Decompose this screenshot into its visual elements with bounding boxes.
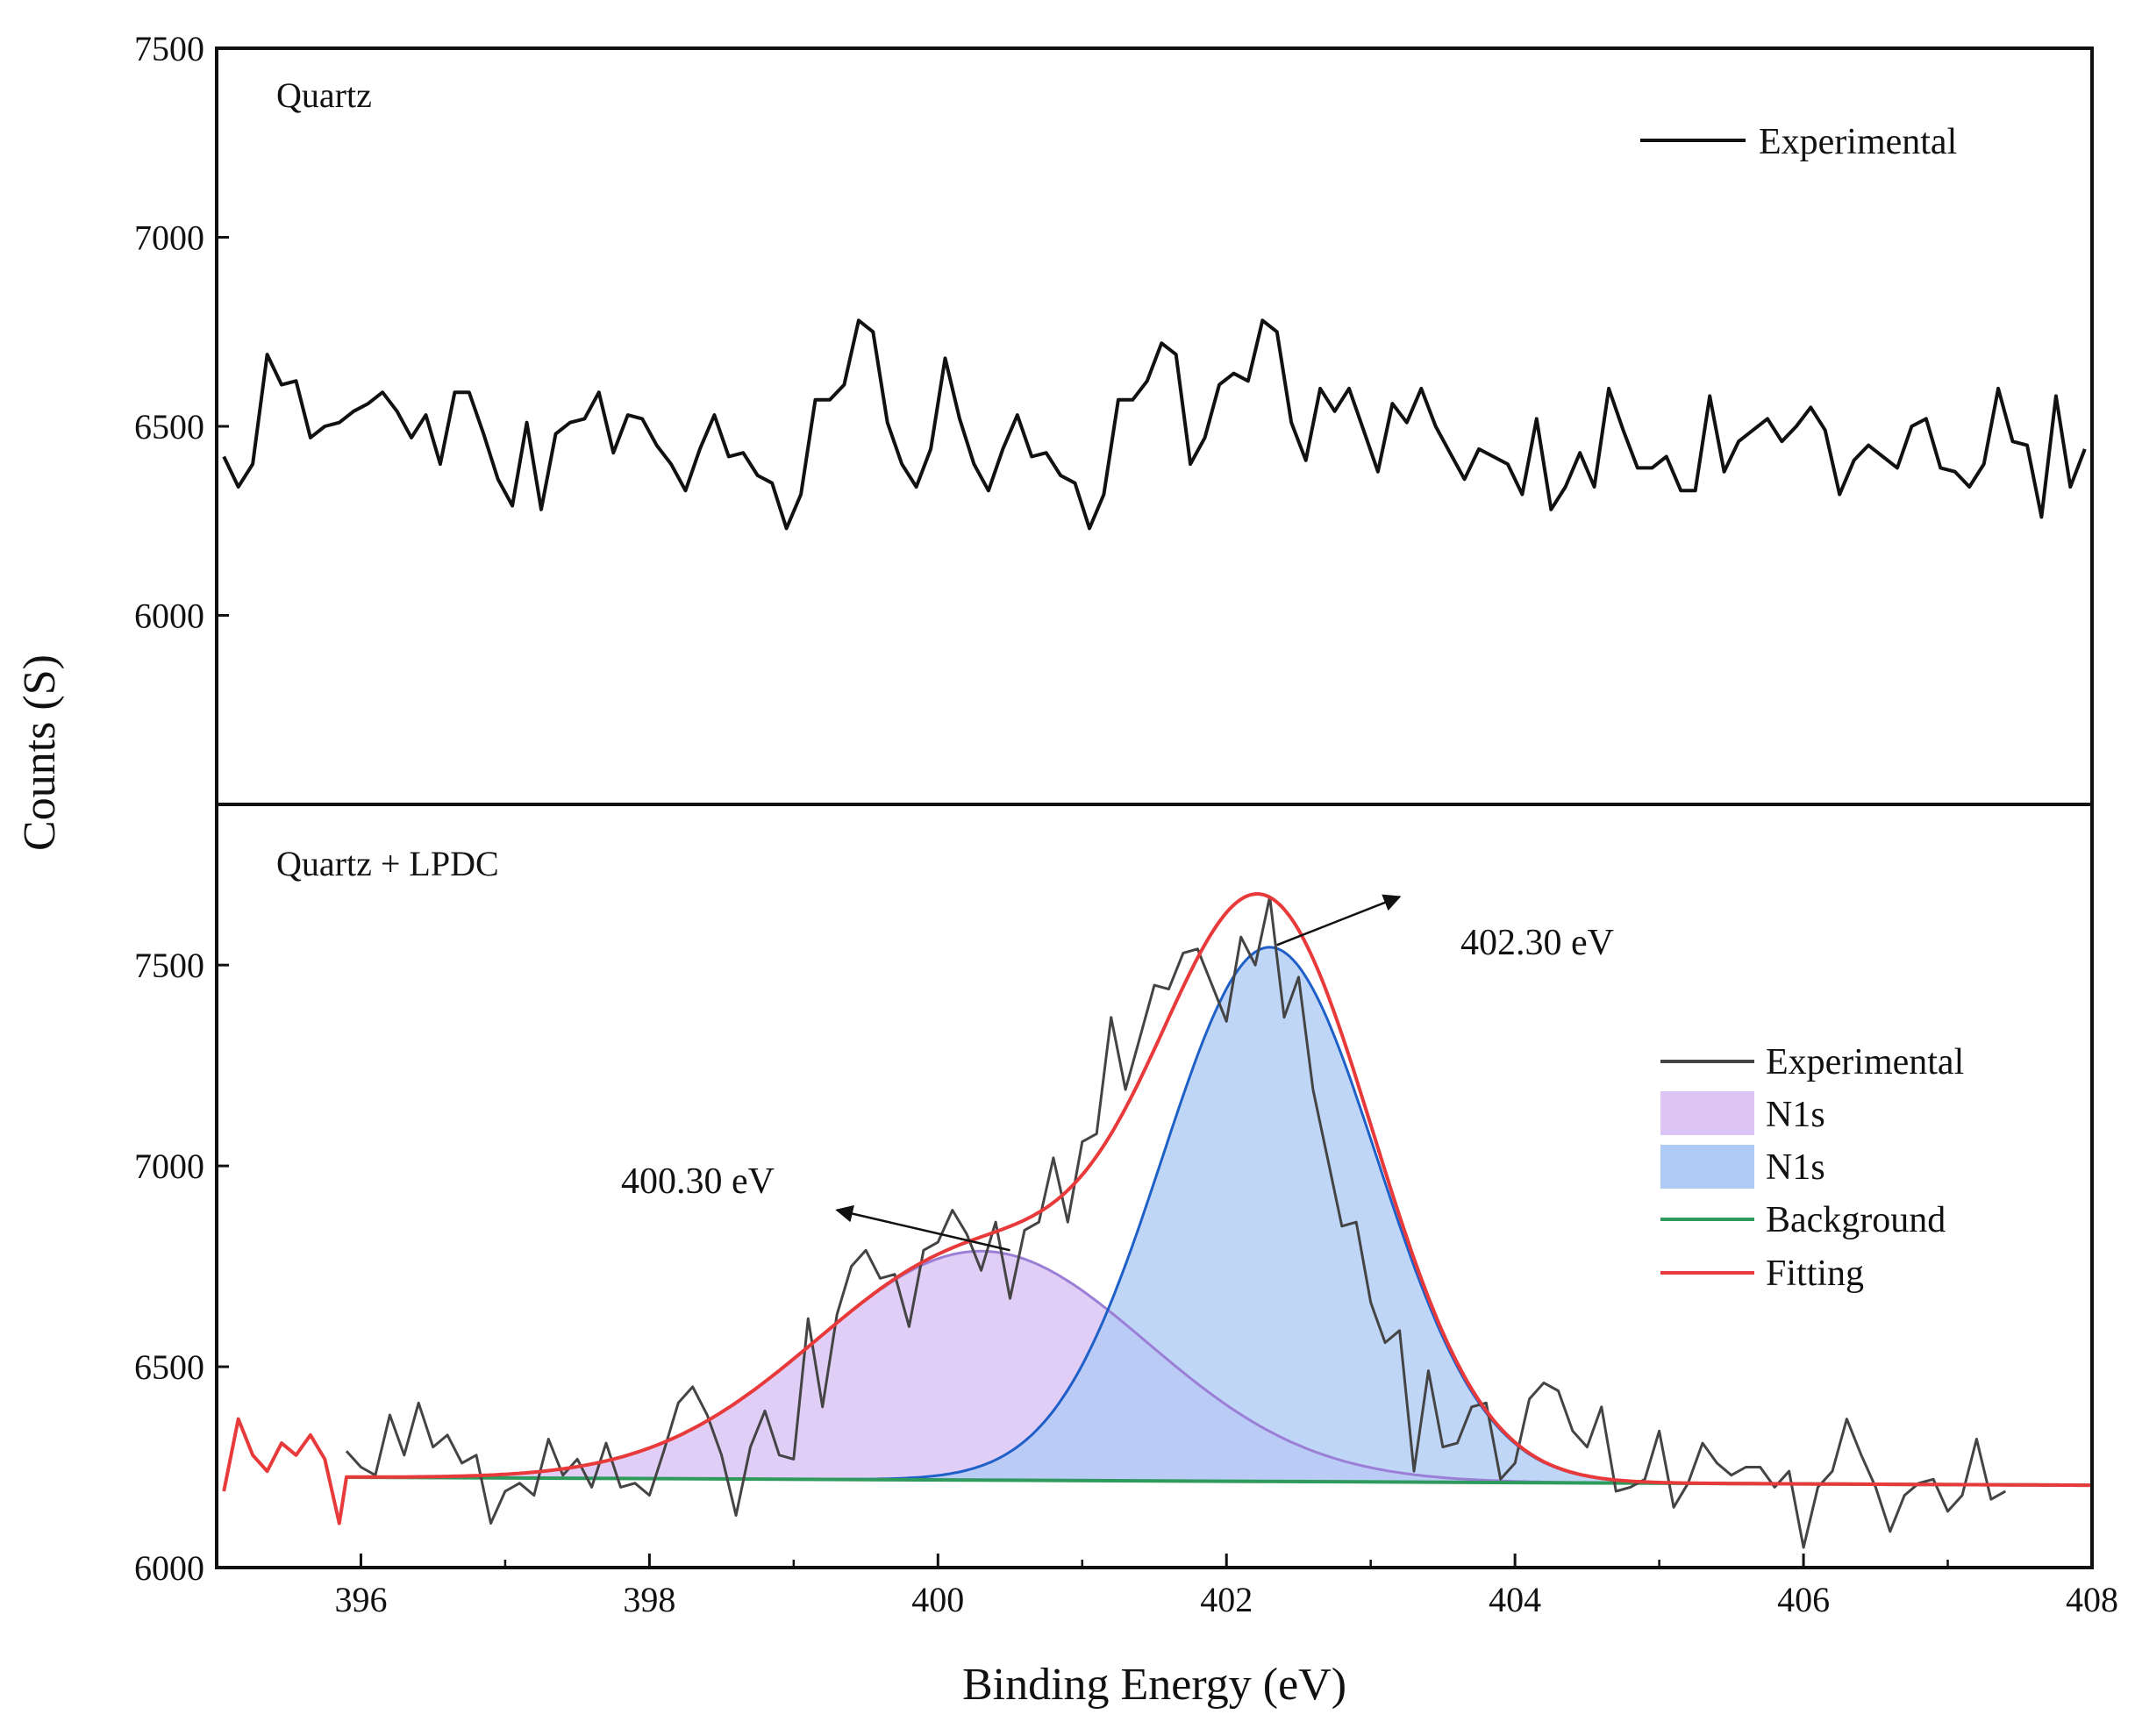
x-tick-label: 400 [911, 1580, 964, 1619]
bottom-legend: Experimental N1s N1s Background Fitting [1660, 1042, 1964, 1294]
bottom-y-tick-label: 6500 [134, 1347, 204, 1387]
top-legend: Experimental [1640, 122, 1957, 162]
legend-n1s-402-label: N1s [1766, 1147, 1825, 1188]
bottom-y-tick-label: 7500 [134, 946, 204, 985]
top-plot-area [222, 318, 2087, 531]
bottom-plot-area [222, 892, 2092, 1549]
annotation-arrow-402 [1276, 894, 1402, 947]
x-tick-label: 408 [2066, 1580, 2118, 1619]
top-y-tick-label: 7500 [134, 29, 204, 68]
top-legend-experimental-label: Experimental [1759, 122, 1957, 162]
legend-n1s-402-swatch [1660, 1145, 1754, 1189]
bottom-panel: 6000 6500 7000 7500 396 398 400 402 404 406 408 Q… [134, 803, 2118, 1619]
annotation-label-402: 402.30 eV [1460, 923, 1614, 963]
top-y-tick-label: 6500 [134, 407, 204, 447]
fitting-line [222, 892, 2092, 1525]
legend-n1s-400-label: N1s [1766, 1095, 1825, 1135]
top-y-axis: 6000 6500 7000 7500 [134, 29, 229, 636]
bottom-y-tick-label: 7000 [134, 1147, 204, 1186]
bottom-y-axis: 6000 6500 7000 7500 [134, 946, 229, 1588]
peak-annotations: 402.30 eV 400.30 eV [621, 894, 1614, 1252]
top-experimental-line [222, 318, 2087, 531]
top-panel: 6000 6500 7000 7500 Quartz Experimental [134, 29, 2094, 806]
legend-background-label: Background [1766, 1200, 1946, 1240]
x-tick-label: 396 [334, 1580, 387, 1619]
y-axis-title: Counts (S) [15, 654, 65, 851]
legend-n1s-400-swatch [1660, 1091, 1754, 1135]
top-y-tick-label: 6000 [134, 597, 204, 636]
x-tick-label: 398 [623, 1580, 675, 1619]
x-tick-label: 406 [1777, 1580, 1830, 1619]
x-tick-label: 402 [1200, 1580, 1253, 1619]
legend-experimental-label: Experimental [1766, 1042, 1964, 1082]
bottom-panel-frame [215, 803, 2094, 1569]
top-panel-label: Quartz [276, 75, 372, 115]
annotation-arrow-400 [835, 1204, 1010, 1252]
legend-fitting-label: Fitting [1766, 1254, 1864, 1294]
annotation-label-400: 400.30 eV [621, 1161, 775, 1202]
bottom-experimental-line [345, 895, 2007, 1549]
bottom-panel-label: Quartz + LPDC [276, 844, 499, 883]
top-y-tick-label: 7000 [134, 218, 204, 258]
x-axis: 396 398 400 402 404 406 408 [215, 1554, 2118, 1619]
n1s-peak-402.3-area [346, 947, 2092, 1486]
n1s-peak-400.3-area [346, 1251, 2092, 1486]
bottom-y-tick-label: 6000 [134, 1548, 204, 1588]
x-axis-title: Binding Energy (eV) [962, 1660, 1346, 1710]
x-tick-label: 404 [1489, 1580, 1541, 1619]
